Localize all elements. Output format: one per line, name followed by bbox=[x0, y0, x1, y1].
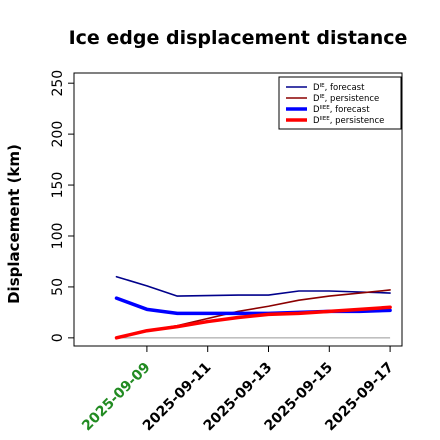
legend-label-base: D bbox=[313, 94, 320, 104]
legend-label-superscript: IE bbox=[320, 94, 326, 100]
y-axis-label: Displacement (km) bbox=[5, 144, 23, 304]
y-tick-label: 250 bbox=[50, 70, 66, 97]
legend-label-base: D bbox=[313, 83, 320, 93]
series-layer bbox=[114, 275, 392, 340]
y-tick-label: 150 bbox=[50, 172, 66, 199]
y-axis: 0 50 100 150 200 250 bbox=[50, 70, 74, 342]
x-axis: 2025-09-092025-09-112025-09-132025-09-15… bbox=[79, 346, 397, 434]
series-line-1 bbox=[115, 275, 391, 297]
legend-label-base: D bbox=[313, 105, 320, 115]
legend-label-superscript: IIEE bbox=[320, 105, 331, 111]
y-tick-label: 50 bbox=[50, 278, 66, 296]
legend-label-suffix: , persistence bbox=[330, 116, 385, 126]
legend-label-superscript: IIEE bbox=[320, 116, 331, 122]
legend-label-suffix: , forecast bbox=[325, 83, 365, 93]
legend-label: DIIEE, forecast bbox=[313, 105, 370, 115]
plot-frame bbox=[73, 72, 403, 347]
series-line-4 bbox=[114, 305, 392, 340]
legend-label-base: D bbox=[313, 116, 320, 126]
legend-label-suffix: , forecast bbox=[330, 105, 370, 115]
chart-title: Ice edge displacement distance bbox=[69, 27, 408, 49]
legend-label-superscript: IE bbox=[320, 83, 326, 89]
y-tick-label: 0 bbox=[50, 333, 66, 342]
legend-label: DIIEE, persistence bbox=[313, 116, 384, 126]
legend-label: DIE, persistence bbox=[313, 94, 379, 104]
legend-label-suffix: , persistence bbox=[325, 94, 380, 104]
y-tick-label: 100 bbox=[50, 223, 66, 250]
legend-label: DIE, forecast bbox=[313, 83, 365, 93]
y-tick-label: 200 bbox=[50, 121, 66, 148]
